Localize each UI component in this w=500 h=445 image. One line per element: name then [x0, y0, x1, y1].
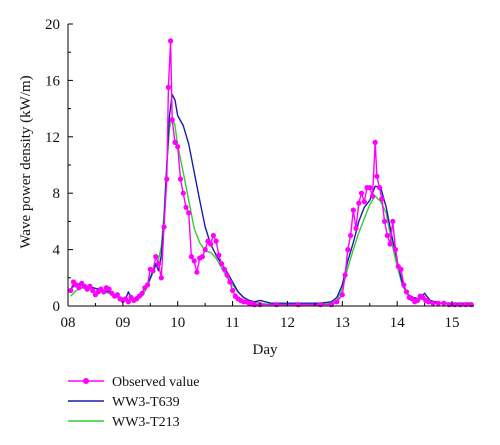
observed-point: [164, 176, 170, 182]
observed-point: [165, 84, 171, 90]
observed-point: [180, 190, 186, 196]
x-tick-label: 12: [280, 315, 295, 331]
observed-point: [353, 225, 359, 231]
observed-point: [227, 279, 233, 285]
observed-point: [168, 38, 174, 44]
observed-point: [155, 261, 162, 267]
observed-point: [345, 247, 351, 253]
observed-point: [161, 224, 167, 230]
observed-point: [208, 241, 214, 247]
legend-label-ww3-t213: WW3-T213: [112, 415, 180, 430]
axes: 08 09 10 11 12 13 14 15 0 4 8 12 16 20: [45, 17, 474, 331]
observed-point: [425, 299, 432, 305]
observed-point: [199, 254, 205, 260]
observed-point: [356, 200, 362, 206]
y-tick-label: 16: [45, 73, 61, 89]
x-tick-label: 11: [225, 315, 239, 331]
observed-point: [169, 117, 175, 123]
observed-point: [369, 193, 376, 199]
observed-point: [230, 287, 236, 294]
observed-point: [441, 300, 447, 306]
observed-point: [398, 266, 404, 272]
observed-point: [224, 272, 230, 278]
series-layer: [68, 38, 474, 308]
observed-point: [213, 238, 219, 244]
observed-point: [194, 269, 200, 275]
x-tick-label: 08: [61, 315, 76, 331]
observed-point: [348, 232, 354, 239]
observed-point: [403, 289, 410, 295]
observed-point: [175, 144, 181, 150]
observed-point: [210, 232, 216, 239]
observed-point: [183, 204, 189, 210]
observed-point: [379, 196, 385, 202]
observed-point: [339, 292, 345, 298]
legend: Observed value WW3-T639 WW3-T213: [68, 375, 199, 430]
observed-point: [430, 300, 436, 306]
observed-point: [435, 300, 441, 306]
observed-point: [382, 218, 388, 224]
observed-point: [191, 258, 197, 264]
x-tick-label: 14: [390, 315, 406, 331]
observed-point: [377, 185, 383, 191]
observed-point: [350, 207, 356, 213]
y-tick-label: 4: [53, 243, 61, 259]
observed-point: [372, 139, 378, 145]
observed-point: [114, 292, 120, 298]
observed-point: [106, 286, 112, 292]
observed-point: [390, 218, 396, 224]
observed-point: [361, 199, 367, 205]
series-line-ww3-t213: [70, 116, 472, 306]
x-tick-label: 15: [445, 315, 460, 331]
observed-point: [414, 297, 421, 303]
observed-point: [342, 272, 348, 278]
observed-point: [158, 275, 164, 281]
y-tick-label: 8: [53, 186, 61, 202]
observed-point: [177, 176, 184, 182]
legend-label-ww3-t639: WW3-T639: [112, 395, 180, 410]
observed-point: [202, 247, 208, 253]
observed-point: [392, 247, 399, 253]
observed-point: [125, 299, 131, 305]
observed-point: [68, 287, 74, 294]
observed-point: [401, 282, 407, 288]
x-tick-label: 09: [115, 315, 130, 331]
observed-point: [384, 232, 390, 239]
observed-point: [172, 139, 178, 145]
observed-point: [374, 173, 380, 179]
observed-point: [101, 289, 107, 295]
series-line-observed-value: [70, 40, 472, 306]
observed-point: [90, 287, 96, 294]
observed-point: [334, 299, 340, 305]
observed-point: [186, 210, 192, 216]
observed-point: [87, 283, 93, 289]
observed-point: [221, 266, 227, 272]
observed-point: [150, 268, 156, 274]
legend-marker-observed-value: [83, 378, 89, 384]
observed-point: [145, 282, 151, 288]
observed-point: [139, 290, 145, 296]
x-tick-label: 10: [170, 315, 185, 331]
observed-point: [76, 285, 82, 291]
observed-point: [219, 261, 225, 267]
x-axis-label: Day: [253, 342, 278, 358]
observed-point: [367, 185, 373, 191]
x-tick-label: 13: [335, 315, 350, 331]
y-tick-label: 20: [45, 17, 60, 33]
observed-point: [216, 252, 222, 258]
series-line-ww3-t639: [70, 93, 472, 304]
observed-point: [387, 241, 393, 247]
legend-label-observed-value: Observed value: [112, 375, 199, 390]
y-axis-label: Wave power density (kW/m): [18, 75, 34, 248]
observed-point: [358, 190, 365, 196]
y-tick-label: 12: [45, 130, 60, 146]
observed-point: [153, 254, 159, 260]
observed-point: [188, 254, 194, 260]
y-tick-label: 0: [53, 299, 61, 315]
